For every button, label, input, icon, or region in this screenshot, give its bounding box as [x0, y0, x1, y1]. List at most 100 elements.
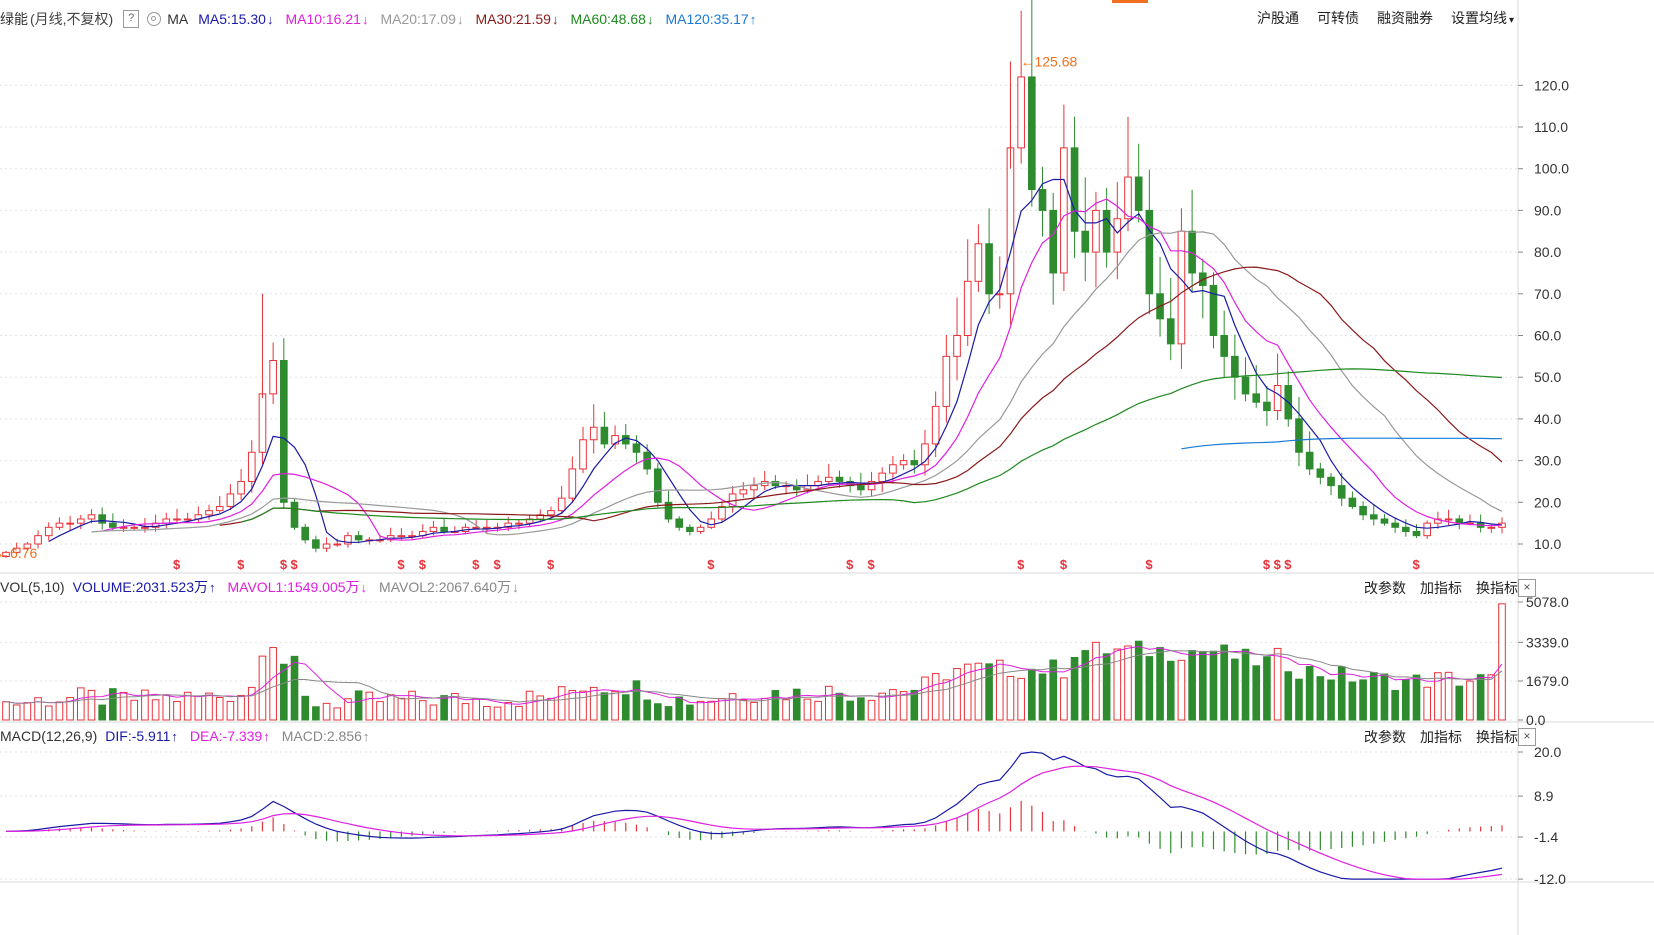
candle: [1166, 277, 1175, 361]
candle-body: [1305, 451, 1314, 470]
volume-bar: [632, 680, 641, 721]
macd-switch-indicator-button[interactable]: 换指标: [1476, 729, 1518, 745]
volume-bar: [44, 705, 53, 721]
adjust-mode[interactable]: (月线,不复权): [30, 11, 114, 27]
volume-bar: [472, 698, 480, 721]
vol-switch-indicator-button[interactable]: 换指标: [1476, 580, 1518, 596]
candle: [525, 515, 534, 528]
candle-body: [1049, 209, 1058, 274]
candle: [953, 297, 961, 381]
candle: [1070, 116, 1079, 259]
candle: [1241, 357, 1250, 402]
stock-name: 绿能: [0, 11, 28, 27]
volume-bar: [98, 704, 106, 721]
macd-close-icon[interactable]: ×: [1518, 728, 1536, 746]
macd-add-indicator-button[interactable]: 加指标: [1420, 729, 1462, 745]
candle-body: [1380, 518, 1389, 524]
candle-body: [921, 443, 929, 466]
ma5-line: [48, 178, 1503, 543]
candle: [675, 516, 684, 531]
candle-body: [23, 543, 32, 549]
candle: [1198, 258, 1207, 319]
macd-edit-params-button[interactable]: 改参数: [1364, 729, 1406, 745]
volume-bar: [921, 676, 929, 721]
volume-bar: [857, 697, 865, 721]
macd-name: MACD(12,26,9): [0, 728, 98, 744]
menu-hk-connect[interactable]: 沪股通: [1256, 10, 1299, 26]
candle: [1337, 472, 1346, 507]
volume-bar: [696, 700, 705, 721]
menu-margin[interactable]: 融资融券: [1376, 10, 1433, 26]
vol-add-indicator-button[interactable]: 加指标: [1420, 580, 1462, 596]
menu-convertible[interactable]: 可转债: [1316, 10, 1359, 26]
menu-ma-settings[interactable]: 设置均线 ▾: [1450, 10, 1514, 26]
candle: [1391, 517, 1399, 533]
dividend-mark: $: [472, 557, 480, 572]
candle-body: [1017, 76, 1025, 149]
volume-bar: [1038, 673, 1047, 721]
volume-bar: [718, 698, 726, 721]
candle-body: [589, 426, 598, 441]
volume-bar: [814, 700, 822, 721]
vol-edit-params-button[interactable]: 改参数: [1364, 580, 1406, 596]
volume-bar: [1316, 676, 1325, 721]
price-axis-label: 20.0: [1534, 494, 1561, 510]
volume-bar: [1241, 648, 1250, 721]
dividend-mark: $: [494, 557, 502, 572]
vol-tools: 改参数 加指标 换指标: [1364, 578, 1518, 598]
volume-bar: [269, 647, 277, 721]
vol-close-icon[interactable]: ×: [1518, 579, 1536, 597]
candle: [568, 456, 577, 502]
ma10-line: [102, 198, 1503, 541]
dividend-mark: $: [1263, 557, 1271, 572]
candle: [547, 506, 555, 519]
candle-body: [247, 451, 256, 482]
volume-panel: [2, 603, 1506, 721]
candle: [162, 512, 171, 529]
volume-bar: [1252, 665, 1261, 721]
candle-body: [1092, 209, 1100, 253]
candle-body: [12, 547, 21, 553]
candle: [910, 449, 919, 474]
candle: [1113, 182, 1122, 280]
volume-bar: [536, 695, 545, 721]
candle: [1188, 189, 1196, 293]
arrow-down-icon: ↓: [456, 12, 464, 27]
candle-body: [1231, 355, 1239, 378]
candle-body: [215, 505, 224, 512]
dividend-mark: $: [1017, 557, 1025, 572]
candle: [1060, 104, 1068, 291]
volume-bar: [408, 690, 416, 721]
candle-body: [354, 535, 363, 541]
candle: [12, 542, 21, 555]
candle-body: [525, 518, 534, 524]
candle: [312, 535, 320, 553]
dif-line: [5, 751, 1503, 880]
volume-bar: [1156, 647, 1164, 721]
candle-body: [504, 522, 513, 528]
gear-icon[interactable]: [147, 12, 162, 26]
candle-body: [280, 360, 288, 503]
candle: [696, 524, 705, 534]
volume-bar: [643, 699, 651, 721]
candle-body: [333, 543, 342, 546]
candle-body: [1487, 526, 1496, 529]
candle: [707, 511, 716, 530]
volume-bar: [846, 700, 854, 721]
candle-body: [1166, 318, 1175, 345]
help-icon[interactable]: ?: [123, 10, 140, 28]
volume-bar: [1134, 640, 1143, 721]
volume-bar: [173, 700, 181, 721]
candle: [718, 501, 726, 522]
volume-bar: [23, 702, 32, 721]
candle: [1316, 462, 1325, 485]
ma120-value: MA120:35.17↑: [665, 11, 757, 27]
candle-body: [1444, 518, 1453, 521]
candle: [1017, 10, 1025, 164]
dividend-mark: $: [397, 557, 405, 572]
volume-bar: [109, 688, 117, 721]
candle-body: [141, 526, 149, 529]
volume-bar: [301, 695, 310, 721]
dividend-mark: $: [280, 557, 288, 572]
